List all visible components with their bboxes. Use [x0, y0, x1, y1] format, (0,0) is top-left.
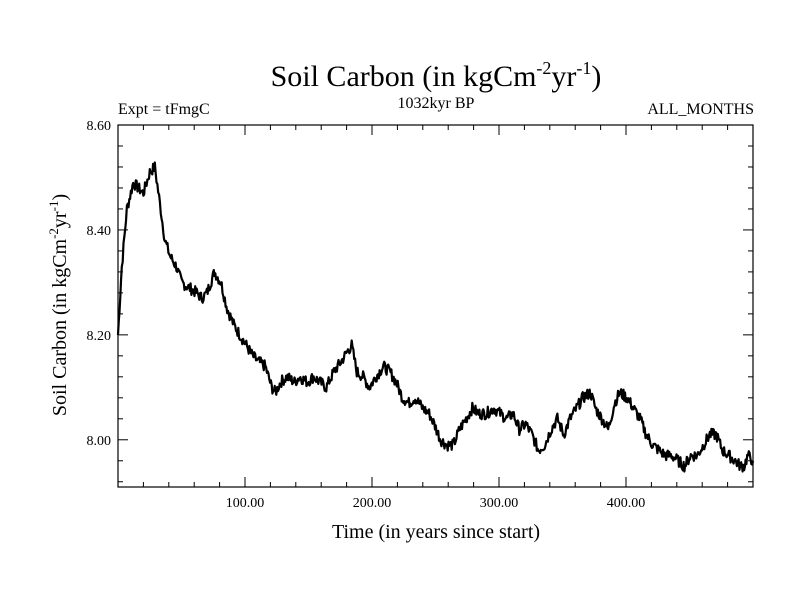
y-tick-label: 8.40: [87, 224, 112, 239]
months-label: ALL_MONTHS: [647, 101, 754, 118]
y-tick-label: 8.20: [87, 329, 112, 344]
y-axis: 8.00 8.20 8.40 8.60: [87, 119, 753, 483]
y-tick-label: 8.00: [87, 434, 112, 449]
x-tick-label: 400.00: [607, 496, 646, 511]
x-axis: 100.00 200.00 300.00 400.00: [142, 125, 729, 511]
y-tick-label: 8.60: [87, 119, 112, 134]
x-tick-label: 100.00: [226, 496, 265, 511]
x-tick-label: 300.00: [480, 496, 519, 511]
x-tick-label: 200.00: [353, 496, 392, 511]
plot-area: [117, 124, 754, 488]
period-label: 1032kyr BP: [398, 95, 475, 112]
x-axis-label: Time (in years since start): [332, 521, 540, 543]
y-axis-label: Soil Carbon (in kgCm-2yr-1): [46, 194, 71, 416]
series-layer: [116, 161, 755, 473]
experiment-label: Expt = tFmgC: [118, 101, 210, 118]
chart-title: Soil Carbon (in kgCm-2yr-1): [271, 58, 602, 93]
plot-frame: [117, 124, 754, 488]
series-line: [116, 161, 755, 473]
